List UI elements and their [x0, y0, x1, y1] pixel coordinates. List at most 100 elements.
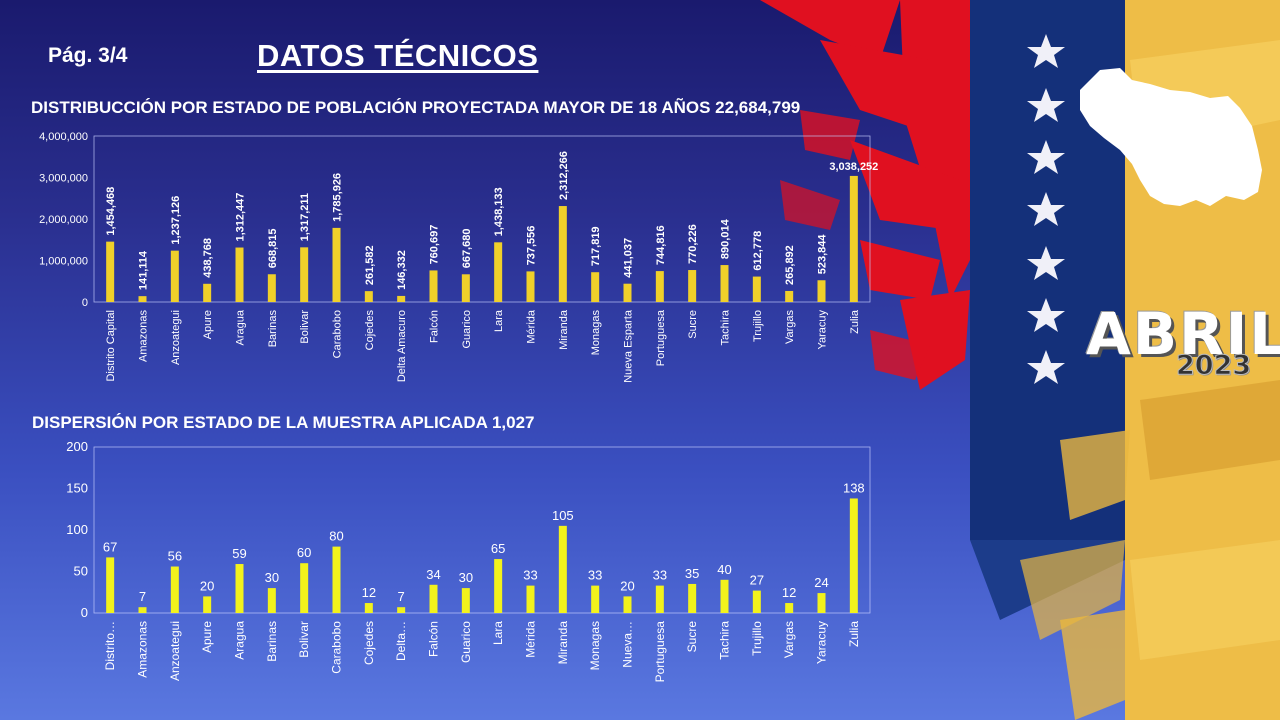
data-label: 1,785,926: [332, 173, 344, 222]
data-label: 523,844: [817, 234, 829, 275]
x-tick-label: Nueva Esparta: [623, 309, 635, 383]
y-tick-label: 4,000,000: [39, 131, 88, 143]
x-tick-label: Anzoategui: [170, 310, 182, 365]
x-tick-label: Apure: [200, 621, 214, 653]
x-tick-label: Cojedes: [362, 621, 376, 665]
bar: [235, 564, 244, 613]
x-tick-label: Nueva…: [621, 621, 635, 668]
data-label: 770,226: [687, 224, 699, 264]
bar: [817, 280, 826, 302]
x-tick-label: Trujillo: [752, 310, 764, 342]
x-tick-label: Monagas: [588, 621, 602, 670]
bar: [785, 603, 794, 613]
bar: [364, 291, 373, 302]
data-label: 80: [329, 529, 343, 544]
bar: [526, 271, 535, 302]
data-label: 1,438,133: [493, 187, 505, 236]
bar: [655, 585, 664, 613]
page-title: DATOS TÉCNICOS: [257, 38, 539, 73]
data-label: 1,237,126: [170, 196, 182, 245]
x-tick-label: Tachira: [718, 621, 732, 660]
data-label: 105: [552, 508, 574, 523]
x-tick-label: Miranda: [558, 309, 570, 350]
data-label: 12: [362, 585, 376, 600]
bar: [558, 525, 567, 613]
bar: [591, 585, 600, 613]
data-label: 1,317,211: [299, 193, 311, 241]
data-label: 668,815: [267, 228, 279, 268]
y-tick-label: 2,000,000: [39, 214, 88, 226]
bar: [429, 270, 438, 302]
x-tick-label: Anzoategui: [168, 621, 182, 681]
x-tick-label: Zulia: [847, 621, 861, 647]
data-label: 34: [426, 567, 440, 582]
x-tick-label: Aragua: [235, 309, 247, 345]
x-tick-label: Lara: [493, 309, 505, 332]
data-label: 20: [620, 578, 634, 593]
plot-area: [93, 135, 871, 303]
x-tick-label: Yaracuy: [817, 310, 829, 350]
bar: [267, 274, 276, 302]
plot-area: [93, 446, 871, 614]
data-label: 20: [200, 578, 214, 593]
bar: [332, 227, 341, 302]
data-label: 65: [491, 541, 505, 556]
y-tick-label: 200: [66, 439, 88, 454]
data-label: 35: [685, 566, 699, 581]
bar: [526, 585, 535, 613]
bar: [300, 247, 309, 302]
banner-year: 2023: [1175, 350, 1252, 382]
data-label: 146,332: [396, 250, 408, 290]
bar: [267, 588, 276, 613]
x-tick-label: Monagas: [590, 310, 602, 356]
bar: [203, 596, 212, 613]
x-tick-label: Portuguesa: [653, 621, 667, 683]
x-tick-label: Sucre: [687, 310, 699, 339]
data-label: 261,582: [364, 245, 376, 285]
x-tick-label: Trujillo: [750, 621, 764, 656]
page-number: Pág. 3/4: [48, 44, 128, 67]
x-tick-label: Carabobo: [330, 621, 344, 674]
x-tick-label: Guarico: [459, 621, 473, 663]
data-label: 27: [750, 573, 764, 588]
data-label: 744,816: [655, 225, 667, 265]
bar: [494, 242, 503, 302]
data-label: 2,312,266: [558, 151, 570, 200]
x-tick-label: Distrito…: [103, 621, 117, 670]
x-tick-label: Guarico: [461, 310, 473, 349]
data-label: 3,038,252: [829, 161, 878, 173]
bar: [785, 290, 794, 302]
x-tick-label: Mérida: [524, 621, 538, 658]
x-tick-label: Yaracuy: [815, 621, 829, 664]
data-label: 760,697: [429, 225, 441, 265]
data-label: 60: [297, 545, 311, 560]
data-label: 717,819: [590, 226, 602, 266]
y-tick-label: 0: [81, 605, 88, 620]
x-tick-label: Zulia: [849, 309, 861, 334]
data-label: 59: [232, 546, 246, 561]
chart-population: 0 1,000,000 2,000,000 3,000,000 4,000,000 1,4…: [39, 131, 878, 383]
bar: [591, 272, 600, 302]
y-tick-label: 1,000,000: [39, 256, 88, 268]
bar: [720, 265, 729, 302]
data-label: 441,037: [623, 238, 635, 278]
x-tick-label: Bolivar: [297, 621, 311, 658]
data-label: 438,768: [202, 238, 214, 278]
banner-month: ABRIL: [1086, 300, 1280, 368]
bar: [461, 274, 470, 302]
chart2-title: DISPERSIÓN POR ESTADO DE LA MUESTRA APLI…: [32, 413, 535, 432]
x-tick-label: Bolivar: [299, 310, 311, 344]
x-tick-label: Amazonas: [136, 621, 150, 678]
data-label: 667,680: [461, 229, 473, 269]
bar: [688, 270, 697, 302]
y-tick-label: 3,000,000: [39, 173, 88, 185]
data-label: 33: [523, 568, 537, 583]
y-tick-label: 50: [74, 564, 88, 579]
bar: [623, 596, 632, 613]
bar: [623, 283, 632, 302]
data-label: 40: [717, 562, 731, 577]
y-tick-label: 100: [66, 522, 88, 537]
data-label: 12: [782, 585, 796, 600]
x-tick-label: Carabobo: [332, 310, 344, 358]
red-brush-strokes: [760, 0, 970, 390]
